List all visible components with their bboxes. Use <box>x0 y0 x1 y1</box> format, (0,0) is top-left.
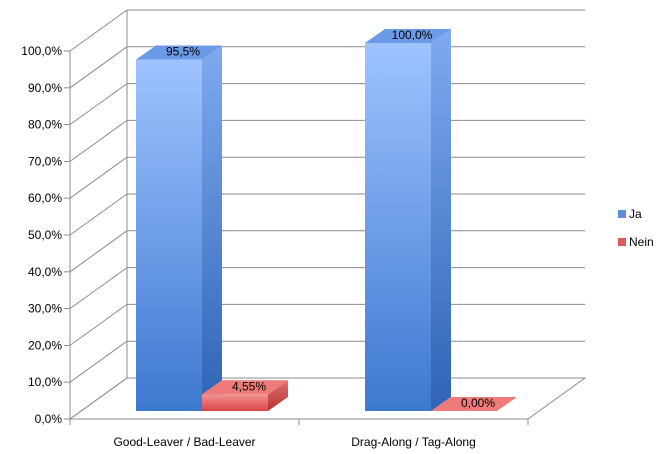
bars <box>136 29 517 412</box>
y-tick-label: 20,0% <box>28 338 62 352</box>
gridline-wall <box>69 267 128 310</box>
bar-nein <box>431 397 517 411</box>
gridline-wall <box>69 83 128 126</box>
bar-ja <box>136 45 222 412</box>
y-tick-label: 10,0% <box>28 375 62 389</box>
y-tick-label: 70,0% <box>28 154 62 168</box>
y-tick-label: 60,0% <box>28 191 62 205</box>
gridline-wall <box>69 340 128 383</box>
bar-side <box>431 29 451 411</box>
data-label: 0,00% <box>461 396 495 410</box>
y-tick-label: 50,0% <box>28 228 62 242</box>
y-tick-label: 40,0% <box>28 265 62 279</box>
legend-label: Nein <box>629 235 654 249</box>
bar-top <box>431 397 517 411</box>
bar-top <box>365 29 451 43</box>
x-tick-label: Good-Leaver / Bad-Leaver <box>113 435 255 449</box>
data-labels: 95,5% 4,55% 100,0% 0,00% <box>166 28 495 410</box>
bar-top <box>202 380 288 395</box>
bar-front <box>136 59 202 412</box>
legend-item-ja: Ja <box>618 207 642 221</box>
y-tick-label: 100,0% <box>21 44 62 58</box>
axes: 0,0% 10,0% 20,0% 30,0% 40,0% 50,0% 60,0% 70,0% 8… <box>21 10 587 449</box>
bar-side <box>202 45 222 412</box>
bar-nein <box>202 380 288 411</box>
data-label: 95,5% <box>166 45 200 59</box>
gridline-wall <box>69 119 128 162</box>
legend-swatch <box>618 238 626 246</box>
bar-front <box>365 43 431 411</box>
legend-label: Ja <box>629 207 642 221</box>
data-label: 100,0% <box>392 28 433 42</box>
bar-front <box>202 394 268 411</box>
y-tick-label: 80,0% <box>28 118 62 132</box>
bar-ja <box>365 29 451 411</box>
x-tick-label: Drag-Along / Tag-Along <box>351 435 476 449</box>
y-tick-label: 30,0% <box>28 302 62 316</box>
gridline-wall <box>69 46 128 89</box>
y-tick-label: 0,0% <box>35 412 63 426</box>
y-tick-label: 90,0% <box>28 81 62 95</box>
legend-item-nein: Nein <box>618 235 654 249</box>
gridline-wall <box>69 303 128 346</box>
bar-side <box>268 380 288 411</box>
bar-top <box>136 45 222 60</box>
gridline-wall <box>69 9 128 52</box>
gridline-wall <box>69 230 128 273</box>
legend-swatch <box>618 210 626 218</box>
gridline-wall <box>69 156 128 199</box>
gridline-wall <box>69 193 128 236</box>
legend: Ja Nein <box>618 207 654 249</box>
data-label: 4,55% <box>232 379 266 393</box>
